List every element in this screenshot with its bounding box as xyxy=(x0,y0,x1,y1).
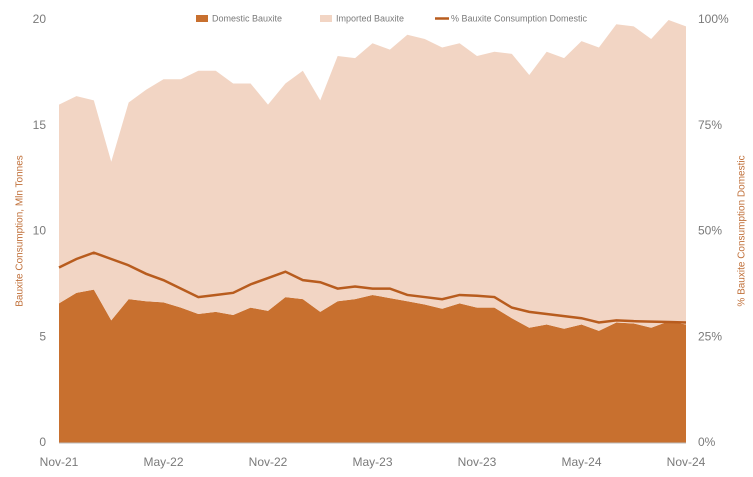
line xyxy=(58,251,687,324)
area xyxy=(59,289,686,443)
area xyxy=(59,20,686,331)
y2-tick-label: 50% xyxy=(698,224,722,238)
y2-tick-label: 100% xyxy=(698,12,729,26)
x-tick-label: May-22 xyxy=(143,455,183,469)
y-axis-title: Bauxite Consumption, Mln Tonnes xyxy=(15,155,26,307)
y-tick-label: 10 xyxy=(33,224,47,238)
legend-label: Imported Bauxite xyxy=(336,13,404,23)
y2-tick-label: 0% xyxy=(698,435,716,449)
x-tick-label: Nov-24 xyxy=(667,455,706,469)
x-tick-label: May-23 xyxy=(352,455,392,469)
x-tick-label: Nov-23 xyxy=(458,455,497,469)
y-tick-label: 0 xyxy=(39,435,46,449)
x-tick-label: Nov-21 xyxy=(40,455,79,469)
y2-tick-label: 25% xyxy=(698,329,722,343)
y2-axis-title: % Bauxite Consumption Domestic xyxy=(737,155,748,306)
y-tick-label: 20 xyxy=(33,12,47,26)
legend-swatch xyxy=(320,15,332,22)
x-tick-label: Nov-22 xyxy=(249,455,288,469)
y-tick-label: 15 xyxy=(33,118,47,132)
legend-label: % Bauxite Consumption Domestic xyxy=(451,13,588,23)
legend-label: Domestic Bauxite xyxy=(212,13,282,23)
x-tick-label: May-24 xyxy=(561,455,601,469)
legend-swatch xyxy=(196,15,208,22)
y-tick-label: 5 xyxy=(39,329,46,343)
y2-tick-label: 75% xyxy=(698,118,722,132)
